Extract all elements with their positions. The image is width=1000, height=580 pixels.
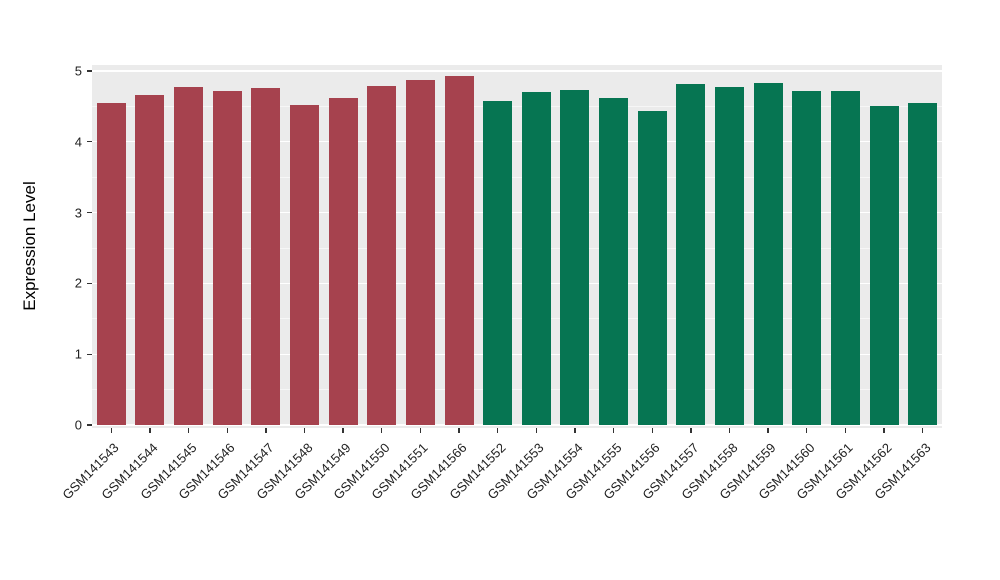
y-tick-label: 0 bbox=[74, 417, 82, 433]
x-tick-mark bbox=[381, 428, 383, 433]
y-tick-label: 5 bbox=[74, 63, 82, 79]
x-tick-mark bbox=[110, 428, 112, 433]
x-tick-mark bbox=[149, 428, 151, 433]
x-tick-mark bbox=[496, 428, 499, 433]
bar bbox=[367, 85, 397, 425]
bar bbox=[135, 95, 165, 425]
bar bbox=[908, 102, 938, 425]
x-tick-mark bbox=[921, 428, 924, 433]
x-tick-mark bbox=[612, 428, 615, 433]
bar bbox=[792, 90, 822, 425]
major-gridline bbox=[92, 424, 942, 426]
x-tick-mark bbox=[226, 428, 228, 433]
bar bbox=[405, 80, 435, 425]
bar bbox=[212, 90, 242, 425]
bar bbox=[251, 88, 281, 425]
x-tick-mark bbox=[419, 428, 422, 433]
x-tick-mark bbox=[574, 428, 576, 433]
bar bbox=[444, 75, 474, 425]
bar bbox=[869, 106, 899, 425]
y-tick-mark bbox=[87, 282, 92, 285]
bar bbox=[676, 84, 706, 425]
y-tick-mark bbox=[87, 70, 92, 72]
bar bbox=[521, 92, 551, 425]
x-tick-mark bbox=[690, 428, 692, 433]
y-tick-label: 3 bbox=[74, 205, 82, 221]
x-tick-mark bbox=[187, 428, 190, 433]
y-tick-label: 4 bbox=[74, 134, 82, 150]
bar bbox=[174, 86, 204, 425]
minor-gridline bbox=[92, 389, 942, 391]
x-tick-mark bbox=[844, 428, 847, 433]
x-tick-mark bbox=[458, 428, 460, 433]
bar bbox=[715, 87, 744, 425]
bar bbox=[830, 90, 860, 425]
minor-gridline bbox=[92, 176, 942, 178]
bar bbox=[560, 90, 590, 425]
x-tick-mark bbox=[806, 428, 808, 433]
y-tick-label: 1 bbox=[74, 346, 82, 362]
x-tick-mark bbox=[342, 428, 344, 433]
y-tick-label: 2 bbox=[74, 275, 82, 291]
x-tick-mark bbox=[767, 428, 769, 433]
bar bbox=[753, 83, 783, 425]
y-tick-mark bbox=[87, 424, 92, 426]
bar bbox=[96, 102, 126, 425]
minor-gridline bbox=[92, 318, 942, 320]
bar bbox=[637, 110, 667, 425]
bar bbox=[599, 97, 629, 425]
minor-gridline bbox=[92, 105, 942, 107]
y-tick-mark bbox=[87, 211, 92, 214]
x-tick-mark bbox=[651, 428, 653, 433]
bar bbox=[328, 97, 358, 425]
x-tick-mark bbox=[535, 428, 537, 433]
x-tick-mark bbox=[883, 428, 885, 433]
major-gridline bbox=[92, 70, 942, 72]
minor-gridline bbox=[92, 247, 942, 249]
y-axis-title: Expression Level bbox=[20, 181, 39, 311]
x-tick-mark bbox=[265, 428, 267, 433]
major-gridline bbox=[92, 282, 942, 285]
x-tick-mark bbox=[303, 428, 306, 433]
bar bbox=[290, 104, 319, 425]
plot-panel bbox=[92, 65, 942, 428]
x-tick-mark bbox=[728, 428, 731, 433]
major-gridline bbox=[92, 141, 942, 143]
major-gridline bbox=[92, 211, 942, 214]
y-tick-mark bbox=[87, 141, 92, 143]
bar bbox=[483, 100, 513, 425]
y-tick-mark bbox=[87, 353, 92, 355]
major-gridline bbox=[92, 353, 942, 355]
